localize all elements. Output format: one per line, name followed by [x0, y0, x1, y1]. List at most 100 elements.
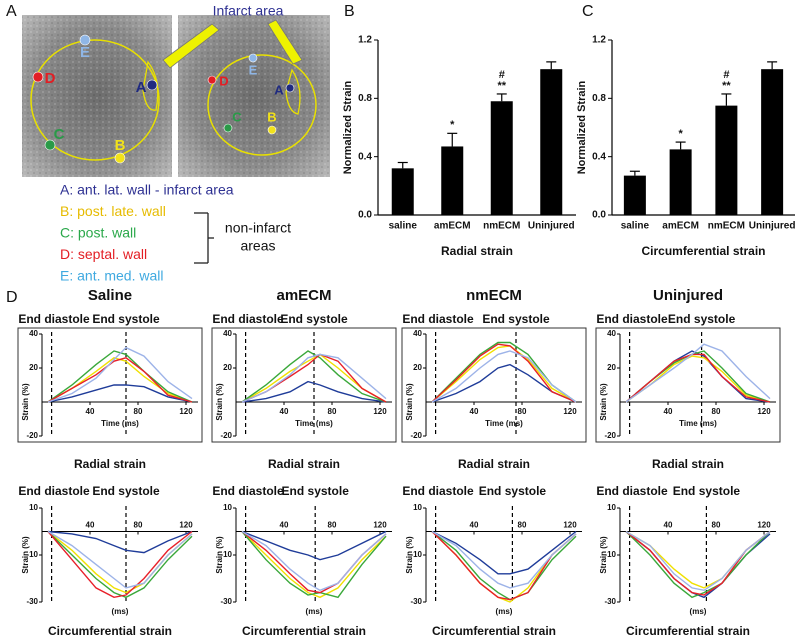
x-tick-label: 120	[179, 521, 193, 530]
y-tick-label: 40	[223, 329, 232, 338]
event-label: End systole	[280, 312, 348, 326]
chart-caption: Radial strain	[458, 457, 530, 471]
event-label: End diastole	[402, 484, 474, 498]
x-tick-label: nmECM	[483, 221, 520, 232]
x-axis-label: Time (ms)	[679, 419, 717, 428]
bar	[441, 146, 464, 215]
y-tick-label: -30	[410, 597, 422, 606]
x-tick-label: 120	[563, 521, 577, 530]
strain-curve	[625, 530, 771, 599]
infarct-label: Infarct area	[213, 3, 284, 19]
strain-curve	[241, 350, 387, 403]
x-tick-label: 40	[280, 521, 289, 530]
y-tick-label: -10	[26, 550, 38, 559]
x-axis-label: (ms)	[112, 607, 129, 616]
x-tick-label: 80	[518, 407, 527, 416]
legend-entry: B: post. late. wall	[60, 203, 166, 219]
column-title: nmECM	[466, 287, 522, 304]
wall-point-label: A	[136, 79, 147, 96]
y-tick-label: -10	[604, 550, 616, 559]
x-tick-label: amECM	[662, 221, 699, 232]
strain-curve	[47, 384, 193, 403]
y-axis-label: Normalized Strain	[576, 80, 588, 174]
y-tick-label: -10	[410, 550, 422, 559]
x-tick-label: 40	[664, 521, 673, 530]
x-tick-label: 80	[134, 521, 143, 530]
wall-point	[32, 71, 44, 83]
y-axis-label: Strain (%)	[215, 383, 224, 421]
strain-curve	[431, 530, 577, 589]
wall-point-label: A	[274, 82, 284, 97]
x-tick-label: 120	[563, 407, 577, 416]
wall-point-label: B	[267, 109, 276, 124]
chart-caption: Radial strain	[268, 457, 340, 471]
y-tick-label: -30	[26, 597, 38, 606]
x-tick-label: 40	[86, 521, 95, 530]
significance-mark: *	[450, 119, 455, 131]
wall-point	[146, 79, 158, 91]
strain-curve	[47, 530, 193, 554]
y-tick-label: 20	[413, 363, 422, 372]
y-axis-label: Strain (%)	[21, 383, 30, 421]
x-axis-label: Time (ms)	[485, 419, 523, 428]
wall-point-label: E	[249, 62, 258, 77]
y-tick-label: 10	[29, 503, 38, 512]
x-tick-label: 120	[757, 521, 771, 530]
strain-curve	[625, 353, 771, 403]
x-tick-label: 40	[86, 407, 95, 416]
strain-curve	[625, 530, 771, 589]
wall-point	[285, 83, 295, 93]
column-title: Uninjured	[653, 287, 723, 304]
bracket	[194, 212, 214, 264]
wall-point	[114, 152, 126, 164]
y-tick-label: -20	[26, 431, 38, 440]
bar	[490, 101, 513, 215]
y-axis-label: Strain (%)	[21, 536, 30, 574]
event-label: End diastole	[596, 312, 668, 326]
x-axis-label: (ms)	[306, 607, 323, 616]
y-tick-label: 10	[607, 503, 616, 512]
plot-frame	[401, 327, 587, 443]
legend-entry: D: septal. wall	[60, 246, 147, 262]
bracket-label: areas	[240, 238, 275, 254]
x-tick-label: 40	[664, 407, 673, 416]
y-tick-label: 0.8	[358, 93, 372, 104]
chart-caption: Radial strain	[74, 457, 146, 471]
significance-mark: #	[723, 69, 729, 81]
strain-curve	[431, 343, 577, 403]
wall-point	[248, 53, 258, 63]
y-tick-label: 0.0	[592, 210, 606, 221]
bar	[761, 69, 784, 216]
column-title: Saline	[88, 287, 132, 304]
y-axis-label: Strain (%)	[599, 536, 608, 574]
event-label: End diastole	[212, 312, 284, 326]
legend-entry: A: ant. lat. wall - infarct area	[60, 182, 234, 198]
plot-frame	[17, 327, 203, 443]
strain-curve	[431, 530, 577, 575]
wall-point-label: E	[80, 44, 90, 61]
y-tick-label: 10	[413, 503, 422, 512]
significance-mark: **	[722, 80, 731, 92]
x-tick-label: 80	[328, 407, 337, 416]
y-tick-label: -30	[604, 597, 616, 606]
strain-curve	[431, 530, 577, 601]
y-tick-label: 0.4	[358, 151, 372, 162]
event-label: End diastole	[596, 484, 668, 498]
strain-curve	[625, 350, 771, 403]
strain-curve	[431, 345, 577, 403]
x-tick-label: 120	[757, 407, 771, 416]
x-tick-label: nmECM	[708, 221, 745, 232]
event-label: End diastole	[18, 312, 90, 326]
strain-curve	[47, 530, 193, 599]
y-axis-label: Strain (%)	[405, 536, 414, 574]
bracket-label: non-infarct	[225, 220, 291, 236]
panel-label: A	[6, 3, 17, 20]
y-tick-label: 0.4	[592, 151, 606, 162]
panel-label: D	[6, 289, 18, 306]
x-tick-label: saline	[621, 221, 650, 232]
strain-curve	[431, 363, 577, 403]
x-axis-label: Circumferential strain	[641, 244, 765, 258]
x-axis-label: (ms)	[496, 607, 513, 616]
strain-curve	[241, 353, 387, 403]
strain-curve	[625, 530, 771, 592]
